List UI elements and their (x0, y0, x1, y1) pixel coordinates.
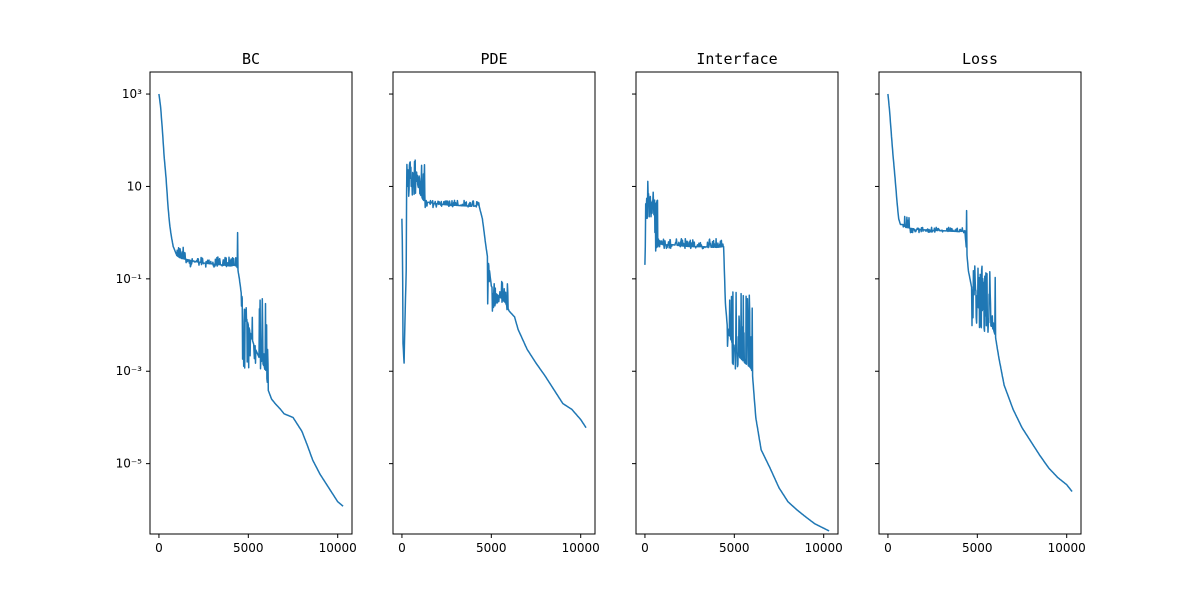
panel-title: PDE (480, 50, 507, 68)
axes-frame (392, 71, 596, 535)
y-tick-label: 10 (127, 179, 142, 193)
series-line (887, 93, 1073, 492)
panel-interface: Interface 0 5000 10000 (632, 50, 843, 555)
x-tick-label: 10000 (805, 541, 843, 555)
y-tick-label: 10⁻⁵ (116, 457, 143, 471)
axes-frame (635, 71, 839, 535)
axes-frame (878, 71, 1082, 535)
x-tick-label: 10000 (319, 541, 357, 555)
panel-bc: BC 0 5000 10000 10³ 10 10⁻¹ 10⁻³ 10⁻⁵ (116, 50, 357, 555)
x-tick-label: 5000 (962, 541, 993, 555)
x-tick-label: 0 (398, 541, 406, 555)
x-tick-label: 0 (884, 541, 892, 555)
panel-loss: Loss 0 5000 10000 (875, 50, 1086, 555)
x-tick-label: 10000 (562, 541, 600, 555)
panel-pde: PDE 0 5000 10000 (389, 50, 600, 555)
series-line (158, 93, 344, 507)
panel-title: Loss (962, 50, 998, 68)
y-tick-label: 10³ (122, 87, 142, 101)
series-line (644, 180, 830, 532)
x-tick-label: 5000 (476, 541, 507, 555)
x-tick-label: 0 (155, 541, 163, 555)
series-line (401, 159, 587, 429)
y-tick-label: 10⁻³ (116, 364, 143, 378)
panel-title: BC (242, 50, 260, 68)
y-tick-label: 10⁻¹ (116, 272, 143, 286)
x-tick-label: 0 (641, 541, 649, 555)
x-tick-label: 5000 (719, 541, 750, 555)
panel-title: Interface (696, 50, 777, 68)
x-tick-label: 5000 (233, 541, 264, 555)
axes-frame (149, 71, 353, 535)
x-tick-label: 10000 (1048, 541, 1086, 555)
